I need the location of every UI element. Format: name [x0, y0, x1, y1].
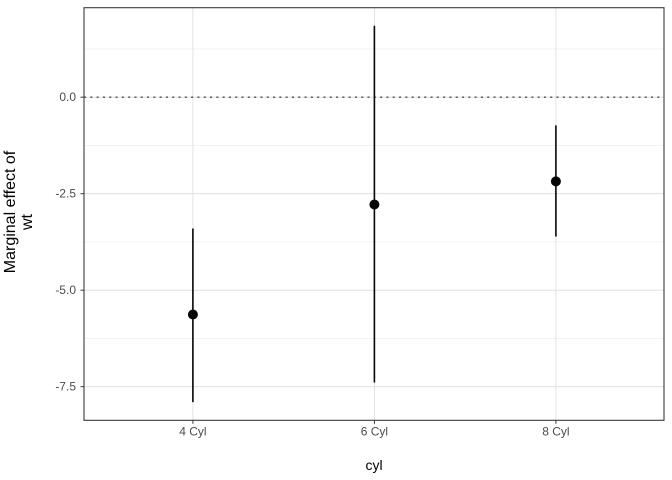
svg-text:6 Cyl: 6 Cyl [361, 425, 388, 439]
svg-text:-7.5: -7.5 [55, 380, 76, 394]
svg-text:cyl: cyl [365, 457, 382, 473]
svg-text:wt: wt [19, 213, 36, 231]
svg-text:Marginal effect of: Marginal effect of [2, 150, 19, 273]
svg-text:4 Cyl: 4 Cyl [179, 425, 206, 439]
svg-text:0.0: 0.0 [59, 90, 76, 104]
svg-text:-2.5: -2.5 [55, 187, 76, 201]
svg-text:8 Cyl: 8 Cyl [542, 425, 569, 439]
svg-text:-5.0: -5.0 [55, 283, 76, 297]
